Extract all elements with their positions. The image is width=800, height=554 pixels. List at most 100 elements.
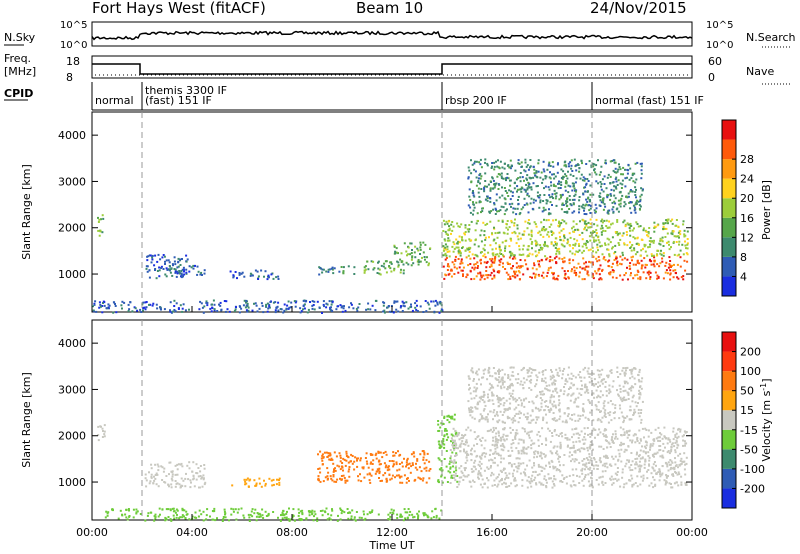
power-cell (595, 272, 598, 275)
power-cell (591, 254, 594, 257)
power-cell (450, 232, 452, 235)
velocity-cell (508, 472, 511, 475)
power-cell (505, 239, 508, 242)
power-cell (541, 181, 544, 184)
velocity-cell (339, 454, 342, 457)
velocity-cell (497, 378, 500, 381)
power-cell (585, 229, 588, 232)
velocity-cell (641, 377, 644, 380)
power-cell (245, 309, 248, 312)
velocity-cell (446, 419, 449, 421)
power-cell (530, 231, 533, 234)
power-cell (179, 258, 182, 261)
velocity-cell (575, 458, 578, 461)
velocity-cell (203, 464, 206, 466)
velocity-cell (488, 366, 491, 369)
velocity-cell (511, 439, 514, 442)
power-cell (602, 208, 605, 211)
velocity-cell (333, 468, 335, 471)
velocity-cell (470, 397, 473, 400)
y-tick-label: 2000 (58, 222, 86, 235)
velocity-cell (399, 476, 401, 479)
velocity-cell (464, 467, 467, 470)
velocity-cell (589, 435, 592, 438)
power-cell (503, 213, 506, 216)
power-cell (632, 204, 635, 207)
velocity-cell (287, 518, 290, 521)
velocity-cell (648, 463, 650, 466)
velocity-cell (481, 478, 484, 481)
velocity-cell (348, 468, 351, 471)
velocity-cell (568, 388, 570, 390)
velocity-cell (455, 452, 458, 455)
velocity-cell (499, 461, 502, 464)
power-cell (527, 254, 530, 257)
power-cell (371, 304, 374, 307)
power-cell (462, 266, 465, 269)
velocity-cell (553, 477, 556, 480)
velocity-cell (603, 400, 606, 403)
velocity-cell (524, 474, 527, 477)
velocity-cell (564, 433, 567, 436)
velocity-cell (478, 378, 480, 381)
velocity-cell (501, 376, 504, 379)
power-cell (510, 205, 512, 208)
velocity-cell (666, 463, 669, 466)
velocity-cell (512, 475, 515, 478)
velocity-cell (263, 479, 265, 482)
power-cell (657, 276, 660, 279)
velocity-cell (553, 379, 556, 382)
velocity-cell (674, 436, 677, 438)
power-cell (573, 271, 576, 274)
power-cell (599, 277, 602, 280)
velocity-cell (653, 438, 656, 441)
power-cell (180, 270, 183, 272)
power-cell (405, 250, 408, 253)
power-cell (444, 273, 447, 276)
velocity-cell (482, 409, 485, 412)
velocity-cell (639, 391, 642, 394)
velocity-cell (489, 387, 492, 390)
velocity-cell (530, 444, 533, 447)
colorbar-swatch (722, 159, 736, 179)
power-cell (494, 242, 497, 245)
power-cell (491, 261, 494, 264)
velocity-cell (557, 374, 560, 377)
velocity-cell (660, 433, 663, 436)
velocity-cell (478, 400, 481, 403)
velocity-cell (378, 477, 380, 479)
power-cell (508, 245, 511, 248)
velocity-cell (685, 456, 688, 459)
power-cell (534, 223, 537, 226)
power-cell (560, 243, 563, 246)
velocity-cell (396, 469, 399, 472)
velocity-cell (552, 405, 555, 408)
velocity-cell (539, 393, 542, 396)
power-cell (579, 177, 582, 180)
velocity-cell (552, 418, 555, 421)
power-cell (619, 190, 622, 193)
power-cell (142, 307, 145, 309)
velocity-cell (511, 421, 514, 424)
power-cell (583, 179, 586, 182)
power-cell (482, 274, 485, 277)
velocity-cell (407, 467, 410, 470)
power-cell (600, 183, 603, 185)
power-cell (452, 241, 455, 244)
velocity-cell (610, 475, 613, 478)
power-cell (416, 304, 418, 307)
velocity-cell (544, 377, 547, 380)
power-cell (548, 161, 551, 164)
power-cell (519, 176, 522, 179)
velocity-cell (676, 437, 679, 439)
velocity-cell (606, 446, 608, 449)
velocity-cell (665, 476, 668, 479)
velocity-cell (498, 368, 501, 371)
velocity-cell (336, 464, 339, 467)
power-cell (497, 188, 500, 190)
velocity-cell (523, 405, 526, 408)
velocity-cell (97, 434, 100, 436)
power-cell (601, 199, 604, 202)
power-cell (504, 202, 507, 205)
power-cell (257, 278, 260, 280)
